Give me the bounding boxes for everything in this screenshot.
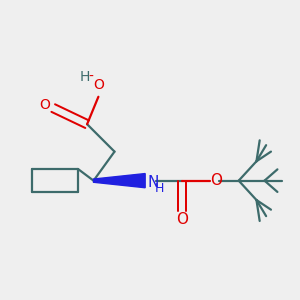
Text: H: H xyxy=(155,182,164,195)
Text: O: O xyxy=(40,98,51,112)
Text: O: O xyxy=(210,173,222,188)
Text: O: O xyxy=(94,79,104,92)
Text: -: - xyxy=(89,70,94,84)
Text: H: H xyxy=(80,70,90,84)
Text: O: O xyxy=(176,212,188,227)
Polygon shape xyxy=(94,173,145,188)
Text: N: N xyxy=(148,175,159,190)
